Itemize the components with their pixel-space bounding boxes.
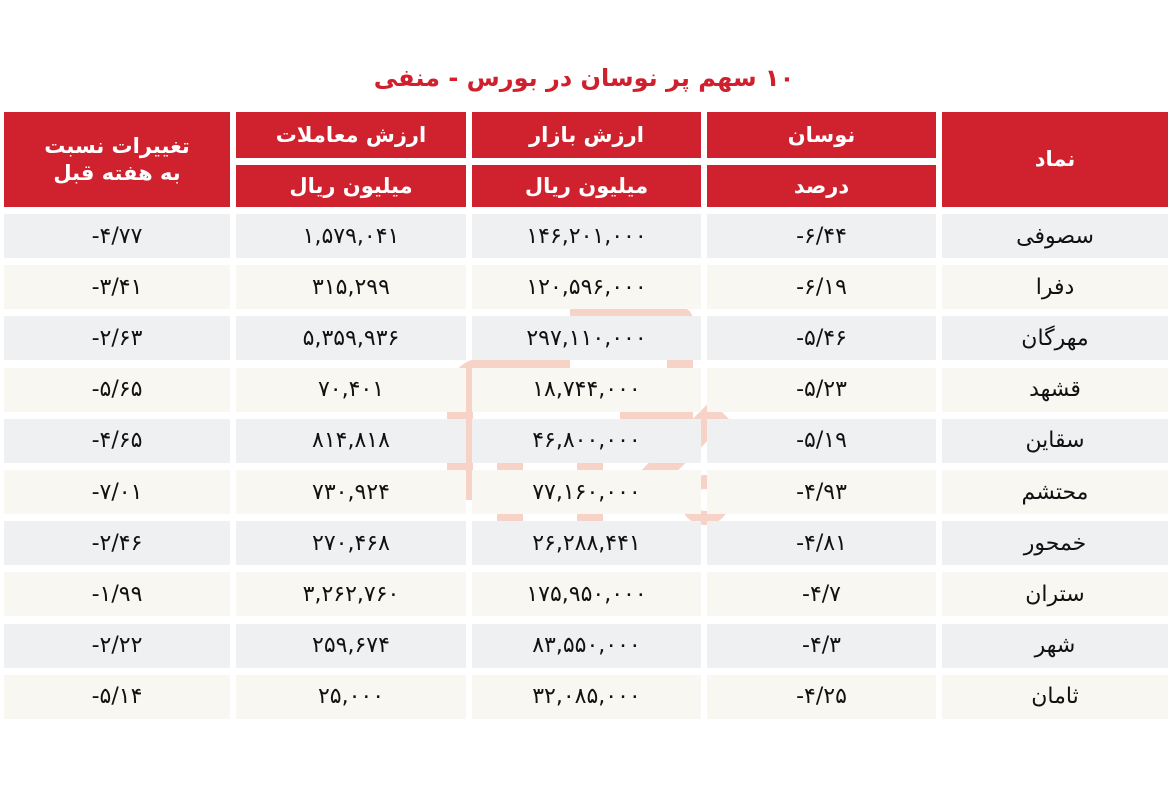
cell-market-value: ۱۷۵,۹۵۰,۰۰۰ xyxy=(472,572,701,617)
cell-weekly-change: -۵/۶۵ xyxy=(4,367,230,412)
cell-symbol: سقاین xyxy=(942,418,1168,463)
cell-symbol: شهر xyxy=(942,623,1168,668)
cell-weekly-change: -۳/۴۱ xyxy=(4,265,230,310)
cell-trade-value: ۲۷۰,۴۶۸ xyxy=(236,521,466,566)
cell-market-value: ۱۸,۷۴۴,۰۰۰ xyxy=(472,367,701,412)
cell-weekly-change: -۴/۷۷ xyxy=(4,214,230,258)
header-trade-value: ارزش معاملات xyxy=(236,112,466,158)
cell-volatility: -۴/۸۱ xyxy=(707,521,936,566)
cell-market-value: ۱۴۶,۲۰۱,۰۰۰ xyxy=(472,214,701,258)
cell-market-value: ۴۶,۸۰۰,۰۰۰ xyxy=(472,418,701,463)
cell-market-value: ۱۲۰,۵۹۶,۰۰۰ xyxy=(472,265,701,310)
cell-weekly-change: -۲/۴۶ xyxy=(4,521,230,566)
cell-symbol: ستران xyxy=(942,572,1168,617)
cell-trade-value: ۸۱۴,۸۱۸ xyxy=(236,418,466,463)
header-symbol: نماد xyxy=(942,112,1168,207)
cell-market-value: ۸۳,۵۵۰,۰۰۰ xyxy=(472,623,701,668)
cell-weekly-change: -۲/۲۲ xyxy=(4,623,230,668)
cell-trade-value: ۳۱۵,۲۹۹ xyxy=(236,265,466,310)
cell-market-value: ۷۷,۱۶۰,۰۰۰ xyxy=(472,470,701,514)
cell-volatility: -۶/۴۴ xyxy=(707,214,936,258)
cell-volatility: -۴/۹۳ xyxy=(707,470,936,514)
cell-symbol: محتشم xyxy=(942,470,1168,514)
cell-volatility: -۴/۳ xyxy=(707,623,936,668)
cell-trade-value: ۵,۳۵۹,۹۳۶ xyxy=(236,316,466,361)
cell-symbol: قشهد xyxy=(942,367,1168,412)
cell-volatility: -۴/۲۵ xyxy=(707,674,936,719)
header-volatility: نوسان xyxy=(707,112,936,158)
cell-volatility: -۴/۷ xyxy=(707,572,936,617)
header-weekly-change: تغییرات نسبت به هفته قبل xyxy=(4,112,230,207)
cell-weekly-change: -۴/۶۵ xyxy=(4,418,230,463)
cell-volatility: -۵/۲۳ xyxy=(707,367,936,412)
header-volatility-unit: درصد xyxy=(707,165,936,207)
table-title: ۱۰ سهم پر نوسان در بورس - منفی xyxy=(373,64,795,92)
cell-symbol: سصوفی xyxy=(942,214,1168,258)
cell-volatility: -۵/۱۹ xyxy=(707,418,936,463)
cell-trade-value: ۷۰,۴۰۱ xyxy=(236,367,466,412)
cell-weekly-change: -۱/۹۹ xyxy=(4,572,230,617)
cell-volatility: -۶/۱۹ xyxy=(707,265,936,310)
cell-market-value: ۲۶,۲۸۸,۴۴۱ xyxy=(472,521,701,566)
cell-market-value: ۲۹۷,۱۱۰,۰۰۰ xyxy=(472,316,701,361)
header-market-value: ارزش بازار xyxy=(472,112,701,158)
cell-trade-value: ۲۵۹,۶۷۴ xyxy=(236,623,466,668)
cell-symbol: دفرا xyxy=(942,265,1168,310)
header-trade-value-unit: میلیون ریال xyxy=(236,165,466,207)
cell-weekly-change: -۵/۱۴ xyxy=(4,674,230,719)
cell-trade-value: ۱,۵۷۹,۰۴۱ xyxy=(236,214,466,258)
cell-trade-value: ۳,۲۶۲,۷۶۰ xyxy=(236,572,466,617)
header-market-value-unit: میلیون ریال xyxy=(472,165,701,207)
cell-trade-value: ۷۳۰,۹۲۴ xyxy=(236,470,466,514)
cell-weekly-change: -۲/۶۳ xyxy=(4,316,230,361)
cell-symbol: ثامان xyxy=(942,674,1168,719)
cell-market-value: ۳۲,۰۸۵,۰۰۰ xyxy=(472,674,701,719)
cell-symbol: مهرگان xyxy=(942,316,1168,361)
cell-weekly-change: -۷/۰۱ xyxy=(4,470,230,514)
cell-volatility: -۵/۴۶ xyxy=(707,316,936,361)
cell-trade-value: ۲۵,۰۰۰ xyxy=(236,674,466,719)
cell-symbol: خمحور xyxy=(942,521,1168,566)
